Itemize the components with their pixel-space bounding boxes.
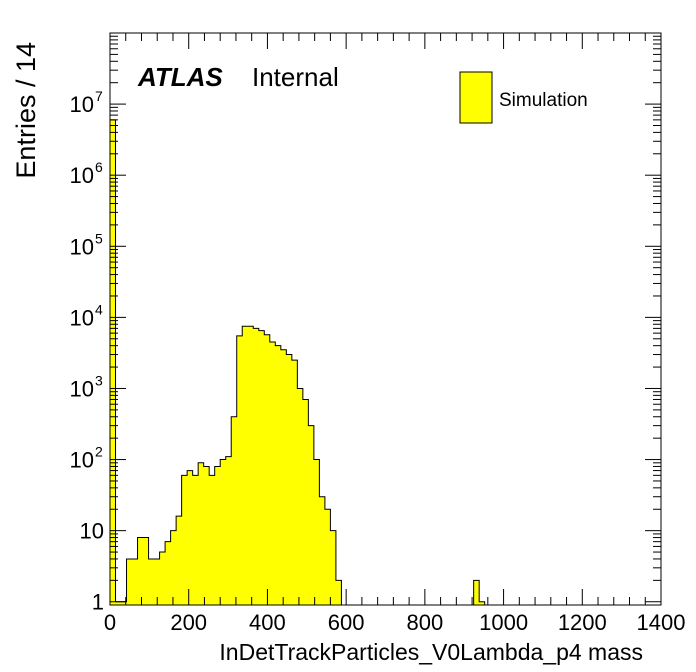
histogram-bar <box>330 530 337 605</box>
histogram-bar <box>264 334 271 605</box>
histogram-bar <box>479 601 485 605</box>
histogram-bar <box>214 466 221 605</box>
atlas-label: ATLAS <box>137 62 223 92</box>
x-tick-label: 600 <box>328 610 365 635</box>
y-tick-label: 10 <box>70 92 94 117</box>
y-tick-exponent: 3 <box>95 373 103 389</box>
y-tick-label: 10 <box>70 448 94 473</box>
y-tick-label: 10 <box>70 377 94 402</box>
histogram-bar <box>126 558 133 605</box>
histogram-bar <box>110 119 116 606</box>
plot-frame <box>109 32 662 606</box>
histogram-bar <box>297 388 304 605</box>
histogram-bar <box>286 354 293 605</box>
histogram-bar <box>231 416 238 605</box>
y-tick-exponent: 2 <box>95 444 103 460</box>
histogram-bar <box>159 552 166 605</box>
histogram-bar <box>247 326 254 605</box>
histogram-bar <box>154 558 160 605</box>
histogram-bar <box>313 459 320 605</box>
histogram-bar <box>132 558 138 605</box>
histogram-bar <box>236 335 243 605</box>
y-tick-label: 10 <box>70 234 94 259</box>
histogram-bar <box>258 330 265 605</box>
y-tick-exponent: 4 <box>95 301 103 317</box>
histogram-bar <box>176 516 182 605</box>
histogram-bar <box>242 326 249 605</box>
histogram-bar <box>269 342 276 605</box>
histogram-bar <box>198 462 204 605</box>
y-tick-label: 10 <box>80 519 104 544</box>
histogram-bar <box>192 475 199 605</box>
histogram-bar <box>165 541 171 605</box>
histogram-bar <box>319 496 326 605</box>
y-axis-label: Entries / 14 <box>11 42 41 179</box>
y-tick-label: 10 <box>70 163 94 188</box>
histogram-bar <box>308 425 315 605</box>
legend-swatch <box>459 71 493 124</box>
axis-ticks <box>109 32 662 606</box>
x-tick-label: 1000 <box>479 610 528 635</box>
histogram-bar <box>280 349 287 605</box>
x-tick-label: 1200 <box>558 610 607 635</box>
histogram-bar <box>148 558 155 605</box>
y-tick-label: 10 <box>70 305 94 330</box>
histogram-bar <box>137 537 144 605</box>
legend-label: Simulation <box>499 90 588 111</box>
y-tick-label: 1 <box>92 590 104 615</box>
y-tick-exponent: 6 <box>95 159 103 175</box>
histogram-bar <box>275 345 282 605</box>
histogram-bar <box>220 459 227 605</box>
histogram-bars <box>109 119 661 606</box>
histogram-bar <box>143 537 149 605</box>
histogram-bar <box>302 399 309 605</box>
x-tick-label: 800 <box>407 610 444 635</box>
histogram-bar <box>187 470 193 605</box>
histogram-bar <box>253 328 260 605</box>
histogram-bar <box>121 601 127 605</box>
histogram-bar <box>335 580 342 605</box>
x-tick-label: 200 <box>170 610 207 635</box>
histogram-bar <box>115 601 122 605</box>
y-tick-exponent: 5 <box>95 230 103 246</box>
histogram-bar <box>291 360 298 605</box>
x-axis-label: InDetTrackParticles_V0Lambda_p4 mass <box>219 639 643 665</box>
histogram-bar <box>203 466 210 605</box>
internal-label: Internal <box>252 62 339 92</box>
histogram-bar <box>181 475 188 605</box>
x-tick-label: 400 <box>249 610 286 635</box>
x-tick-labels: 0 200 400 600 800 1000 1200 1400 <box>104 610 686 635</box>
histogram-bar <box>225 456 232 605</box>
histogram-bar <box>209 475 215 605</box>
x-tick-label: 1400 <box>637 610 686 635</box>
histogram-bar <box>170 530 177 605</box>
histogram-bar <box>324 509 331 605</box>
x-tick-label: 0 <box>104 610 116 635</box>
histogram-bar <box>473 580 480 605</box>
y-tick-exponent: 7 <box>95 88 103 104</box>
